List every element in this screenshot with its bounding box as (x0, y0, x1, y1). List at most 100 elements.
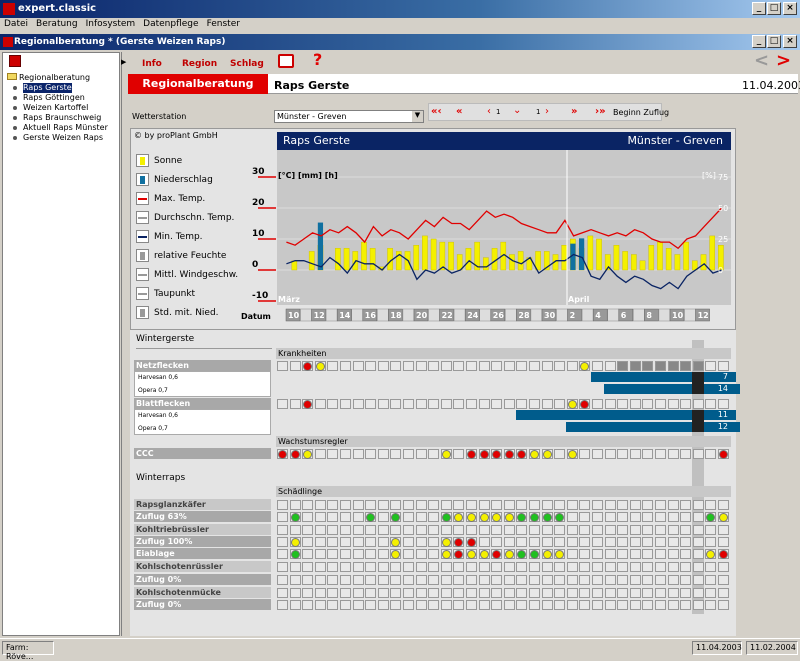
grid-cell[interactable] (428, 588, 440, 598)
grid-cell[interactable] (365, 449, 377, 459)
grid-cell[interactable] (554, 449, 566, 459)
grid-cell[interactable] (680, 588, 692, 598)
grid-cell-high[interactable] (692, 361, 704, 371)
grid-cell[interactable] (592, 525, 603, 535)
grid-cell[interactable] (352, 562, 364, 572)
grid-cell[interactable] (390, 575, 402, 585)
grid-cell[interactable] (655, 600, 666, 610)
grid-cell[interactable] (302, 549, 314, 559)
grid-cell[interactable] (377, 549, 389, 559)
grid-cell[interactable] (466, 500, 477, 510)
grid-cell[interactable] (503, 399, 515, 409)
grid-cell[interactable] (390, 600, 402, 610)
grid-cell[interactable] (604, 399, 616, 409)
grid-cell[interactable] (529, 600, 540, 610)
grid-cell[interactable] (491, 399, 503, 409)
grid-cell[interactable] (692, 537, 704, 547)
grid-cell[interactable] (592, 399, 603, 409)
grid-cell[interactable] (403, 588, 414, 598)
next-icon[interactable]: › (545, 106, 549, 117)
grid-cell[interactable] (516, 399, 528, 409)
grid-cell[interactable] (642, 562, 654, 572)
grid-cell[interactable] (541, 575, 553, 585)
legend-avg-temp[interactable]: Durchschn. Temp. (136, 209, 266, 228)
grid-cell[interactable] (655, 512, 666, 522)
grid-cell-high[interactable] (617, 361, 629, 371)
grid-cell[interactable] (428, 512, 440, 522)
grid-cell[interactable] (680, 399, 692, 409)
grid-cell[interactable] (642, 449, 654, 459)
grid-cell[interactable] (277, 361, 288, 371)
grid-cell[interactable] (377, 600, 389, 610)
grid-cell[interactable] (554, 361, 566, 371)
grid-cell[interactable] (352, 588, 364, 598)
grid-cell[interactable] (705, 600, 717, 610)
grid-cell[interactable] (667, 500, 679, 510)
legend-rain-hours[interactable]: Std. mit. Nied. (136, 304, 266, 323)
grid-cell[interactable] (617, 525, 629, 535)
grid-cell[interactable] (554, 600, 566, 610)
grid-cell[interactable] (314, 500, 326, 510)
maximize-button[interactable]: □ (767, 2, 781, 15)
grid-cell[interactable] (680, 549, 692, 559)
grid-cell[interactable] (503, 500, 515, 510)
grid-cell[interactable] (277, 512, 288, 522)
grid-cell[interactable] (529, 525, 540, 535)
grid-cell[interactable] (718, 500, 729, 510)
grid-cell[interactable] (466, 399, 477, 409)
grid-cell[interactable] (655, 537, 666, 547)
grid-cell[interactable] (692, 588, 704, 598)
grid-cell[interactable] (440, 525, 452, 535)
grid-cell[interactable] (554, 500, 566, 510)
grid-cell[interactable] (314, 512, 326, 522)
grid-cell[interactable] (365, 525, 377, 535)
grid-cell[interactable] (340, 500, 351, 510)
grid-cell[interactable] (440, 600, 452, 610)
down-icon[interactable]: ⌄ (513, 105, 522, 116)
grid-cell[interactable] (466, 588, 477, 598)
grid-cell[interactable] (327, 449, 339, 459)
grid-cell[interactable] (491, 575, 503, 585)
last-icon[interactable]: ›» (595, 106, 606, 117)
grid-cell[interactable] (529, 588, 540, 598)
grid-cell[interactable] (566, 361, 578, 371)
grid-cell[interactable] (705, 525, 717, 535)
grid-cell[interactable] (352, 512, 364, 522)
grid-cell[interactable] (377, 575, 389, 585)
grid-cell[interactable] (629, 537, 641, 547)
grid-cell[interactable] (390, 562, 402, 572)
grid-cell[interactable] (428, 600, 440, 610)
grid-cell[interactable] (541, 600, 553, 610)
grid-cell[interactable] (403, 575, 414, 585)
grid-cell[interactable] (377, 562, 389, 572)
grid-cell[interactable] (516, 361, 528, 371)
grid-cell[interactable] (705, 575, 717, 585)
grid-cell[interactable] (692, 600, 704, 610)
ccc-row[interactable]: CCC (134, 448, 271, 459)
grid-cell[interactable] (692, 500, 704, 510)
grid-cell[interactable] (314, 537, 326, 547)
grid-cell[interactable] (340, 537, 351, 547)
grid-cell[interactable] (655, 562, 666, 572)
menu-fenster[interactable]: Fenster (206, 19, 240, 29)
grid-cell[interactable] (302, 600, 314, 610)
grid-cell[interactable] (491, 500, 503, 510)
inner-minimize-button[interactable]: _ (752, 35, 766, 48)
grid-cell[interactable] (655, 500, 666, 510)
grid-cell[interactable] (629, 449, 641, 459)
grid-cell[interactable] (277, 588, 288, 598)
grid-cell[interactable] (592, 361, 603, 371)
grid-cell[interactable] (314, 600, 326, 610)
grid-cell[interactable] (604, 537, 616, 547)
tree-item[interactable]: Raps Gerste (3, 83, 119, 93)
grid-cell[interactable] (415, 525, 427, 535)
grid-cell[interactable] (503, 562, 515, 572)
collapse-arrow-icon[interactable]: ▶ (121, 58, 127, 66)
grid-cell[interactable] (340, 562, 351, 572)
grid-cell[interactable] (617, 562, 629, 572)
grid-cell[interactable] (415, 537, 427, 547)
grid-cell[interactable] (516, 525, 528, 535)
grid-cell[interactable] (680, 600, 692, 610)
kohltrieb-row[interactable]: Kohltriebrüssler (134, 524, 271, 535)
grid-cell[interactable] (629, 512, 641, 522)
